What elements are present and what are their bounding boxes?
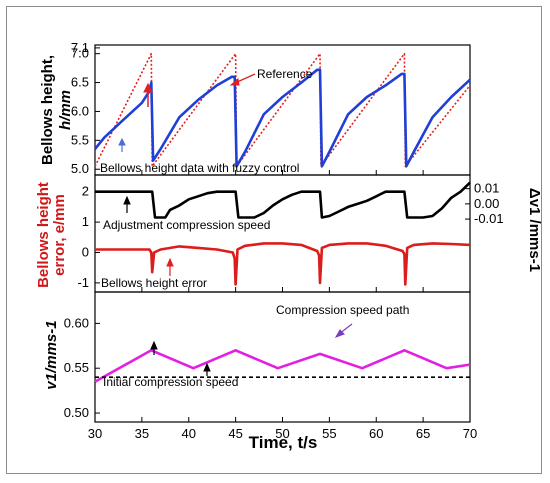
x-tick-label: 55 bbox=[322, 426, 336, 441]
peak-arrow-red bbox=[143, 82, 153, 107]
error-arrow bbox=[166, 257, 174, 276]
x-tick-label: 30 bbox=[88, 426, 102, 441]
bottom-ylabel: v1/mms-1 bbox=[43, 320, 60, 389]
initial-arrow bbox=[203, 362, 211, 376]
y-right-tick-label: 0.01 bbox=[474, 181, 499, 196]
x-tick-label: 60 bbox=[369, 426, 383, 441]
annotation-adjust: Adjustment compression speed bbox=[103, 218, 270, 232]
figure-frame bbox=[6, 6, 542, 474]
speed-arrow-black bbox=[150, 340, 158, 355]
annotation-error: Bellows height error bbox=[101, 276, 207, 290]
y-right-tick-label: 0.00 bbox=[474, 196, 499, 211]
x-tick-label: 70 bbox=[463, 426, 477, 441]
annotation-reference: Reference bbox=[257, 67, 313, 81]
x-tick-label: 65 bbox=[416, 426, 430, 441]
series-line-top-1 bbox=[93, 68, 471, 168]
y-tick-label: 2 bbox=[82, 184, 89, 199]
y-tick-label: 6.0 bbox=[71, 103, 89, 118]
y-tick-label: 5.0 bbox=[71, 161, 89, 176]
y-tick-label: 5.5 bbox=[71, 132, 89, 147]
fuzzy-arrow-blue bbox=[118, 137, 126, 152]
top-ylabel-line2: h/mm bbox=[57, 90, 74, 130]
annotation-fuzzy: Bellows height data with fuzzy control bbox=[100, 161, 299, 175]
y-tick-label: 7.1 bbox=[71, 40, 89, 55]
series-line-mid-0 bbox=[95, 181, 471, 219]
y-tick-label: 7.0 bbox=[71, 46, 89, 61]
reference-arrow bbox=[229, 73, 256, 86]
mid-ylabel-right: Δv1 /mms-1 bbox=[526, 188, 543, 272]
adjust-arrow bbox=[123, 195, 131, 213]
y-tick-label: 6.5 bbox=[71, 75, 89, 90]
y-tick-label: 1 bbox=[82, 214, 89, 229]
y-right-tick-label: -0.01 bbox=[474, 211, 504, 226]
mid-ylabel-line2: error, e/mm bbox=[51, 194, 68, 276]
x-tick-label: 35 bbox=[135, 426, 149, 441]
top-ylabel-line1: Bellows height, bbox=[39, 55, 56, 165]
y-tick-label: 0.55 bbox=[64, 360, 89, 375]
series-line-mid-1 bbox=[95, 242, 471, 286]
y-tick-label: 0.50 bbox=[64, 405, 89, 420]
annotation-initial: Initial compression speed bbox=[103, 375, 238, 389]
x-tick-label: 50 bbox=[275, 426, 289, 441]
series-line-bottom-0 bbox=[94, 348, 471, 383]
y-tick-label: 0.60 bbox=[64, 315, 89, 330]
annotation-path: Compression speed path bbox=[276, 303, 409, 317]
y-tick-label: -1 bbox=[77, 275, 89, 290]
x-tick-label: 45 bbox=[228, 426, 242, 441]
path-arrow bbox=[334, 323, 353, 338]
x-tick-label: 40 bbox=[182, 426, 196, 441]
x-axis-title: Time, t/s bbox=[249, 433, 318, 452]
y-tick-label: 0 bbox=[82, 244, 89, 259]
mid-ylabel-line1: Bellows height bbox=[35, 182, 52, 288]
